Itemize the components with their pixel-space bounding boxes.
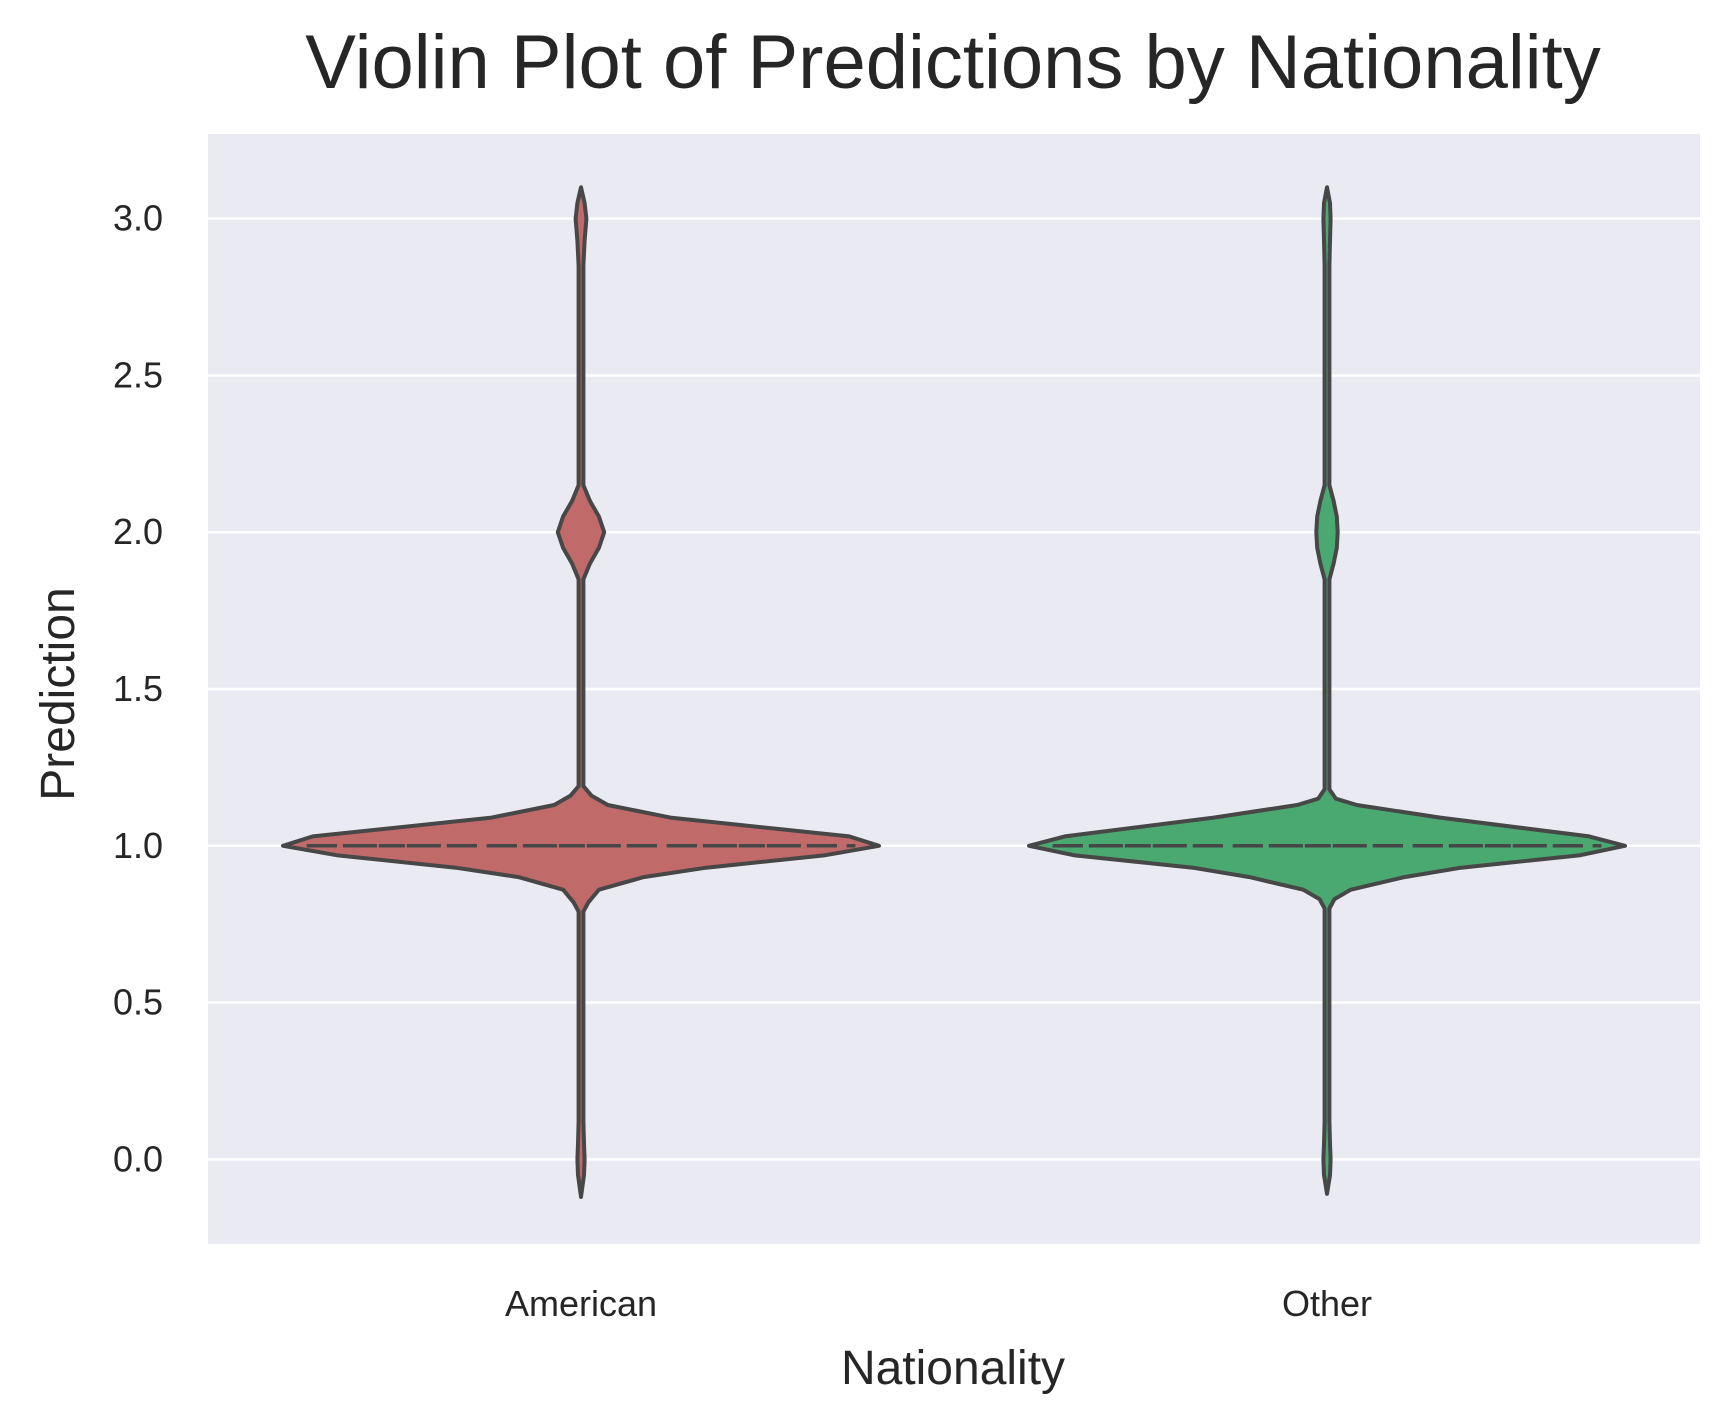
y-tick-label: 0.0	[113, 1138, 163, 1179]
y-tick-label: 0.5	[113, 982, 163, 1023]
x-axis-title: Nationality	[841, 1342, 1065, 1395]
x-tick-label: Other	[1282, 1283, 1372, 1324]
violin-other	[1027, 185, 1627, 1196]
chart-title: Violin Plot of Predictions by Nationalit…	[305, 20, 1601, 105]
y-tick-labels: 0.0 0.5 1.0 1.5 2.0 2.5 3.0	[113, 198, 163, 1180]
violin-american	[281, 185, 881, 1199]
violins	[281, 185, 1627, 1199]
y-tick-label: 1.5	[113, 668, 163, 709]
x-tick-labels: American Other	[505, 1283, 1372, 1324]
x-tick-label: American	[505, 1283, 657, 1324]
y-axis-title: Prediction	[32, 587, 85, 800]
y-tick-label: 2.5	[113, 354, 163, 395]
y-tick-label: 3.0	[113, 198, 163, 239]
y-tick-label: 2.0	[113, 511, 163, 552]
y-tick-label: 1.0	[113, 825, 163, 866]
